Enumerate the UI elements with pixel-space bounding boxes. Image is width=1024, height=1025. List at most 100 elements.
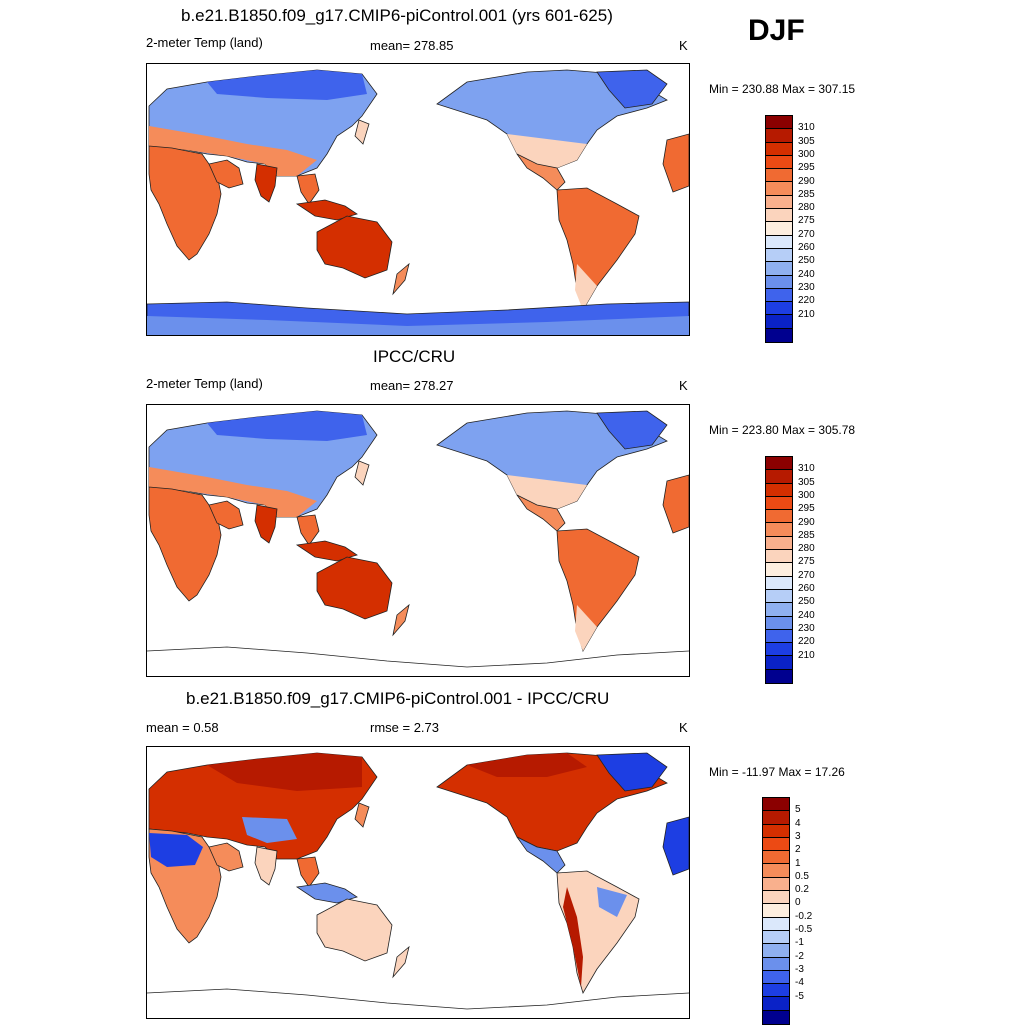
colorbar-tick-label: -4 xyxy=(795,977,804,989)
colorbar-swatch xyxy=(763,984,789,998)
colorbar-tick-label: -3 xyxy=(795,963,804,975)
landmass-indonesia xyxy=(295,882,358,904)
landmass-africa-east xyxy=(662,816,689,876)
colorbar-tick-label: 310 xyxy=(798,463,815,475)
colorbar-tick-label: 230 xyxy=(798,281,815,293)
colorbar-obs xyxy=(765,456,793,685)
colorbar-tick-label: 0.5 xyxy=(795,870,809,882)
colorbar-tick-label: 4 xyxy=(795,817,801,829)
colorbar-tick-label: 305 xyxy=(798,135,815,147)
colorbar-swatch xyxy=(766,550,792,564)
band-siberia xyxy=(207,411,367,441)
colorbar-tick-label: 240 xyxy=(798,268,815,280)
colorbar-tick-label: 305 xyxy=(798,476,815,488)
colorbar-tick-label: 0 xyxy=(795,897,801,909)
colorbar-swatch xyxy=(766,616,792,630)
colorbar-swatch xyxy=(766,669,792,684)
band-andes xyxy=(563,887,583,987)
colorbar-tick-label: 295 xyxy=(798,503,815,515)
band-usa xyxy=(507,134,587,168)
colorbar-tick-label: -1 xyxy=(795,937,804,949)
landmass-camerica xyxy=(516,153,566,191)
colorbar-swatch xyxy=(766,496,792,511)
colorbar-swatch xyxy=(763,851,789,865)
landmass-africa-east xyxy=(662,474,689,534)
colorbar-tick-label: 250 xyxy=(798,596,815,608)
band-antarctica xyxy=(147,316,689,335)
colorbar-swatch xyxy=(766,169,792,183)
colorbar-swatch xyxy=(766,643,792,657)
landmass-australia xyxy=(316,898,393,962)
colorbar-tick-label: -0.2 xyxy=(795,910,813,922)
landmass-samerica xyxy=(556,187,640,311)
landmass-india xyxy=(254,846,278,886)
colorbar-tick-label: 310 xyxy=(798,122,815,134)
panel-title: b.e21.B1850.f09_g17.CMIP6-piControl.001 … xyxy=(186,689,610,708)
colorbar-swatch xyxy=(766,576,792,590)
landmass-seasia xyxy=(296,856,320,888)
colorbar-swatch xyxy=(766,603,792,617)
minmax-label: Min = 230.88 Max = 307.15 xyxy=(709,82,856,96)
colorbar-swatch xyxy=(766,209,792,223)
colorbar-tick-label: 285 xyxy=(798,188,815,200)
colorbar-swatch xyxy=(763,891,789,905)
colorbar-model xyxy=(765,115,793,344)
colorbar-swatch xyxy=(763,904,789,918)
colorbar-tick-label: 3 xyxy=(795,830,801,842)
colorbar-tick-label: 275 xyxy=(798,556,815,568)
colorbar-tick-label: 220 xyxy=(798,295,815,307)
colorbar-swatch xyxy=(766,315,792,329)
map-model xyxy=(146,63,690,336)
colorbar-tick-label: 290 xyxy=(798,516,815,528)
band-eurasia-south xyxy=(149,126,317,176)
mean-label: mean = 0.58 xyxy=(146,720,219,735)
outline-antarctica xyxy=(147,646,689,668)
colorbar-swatch xyxy=(763,944,789,958)
colorbar-swatch xyxy=(766,142,792,156)
band-eurasia-south xyxy=(149,467,317,517)
colorbar-swatch xyxy=(766,248,792,263)
colorbar-swatch xyxy=(766,182,792,196)
colorbar-swatch xyxy=(766,262,792,276)
landmass-greenland xyxy=(596,69,668,109)
band-patagonia xyxy=(575,264,597,310)
landmass-australia xyxy=(316,556,393,620)
landmass-namerica xyxy=(436,69,668,169)
landmass-india xyxy=(254,504,278,544)
landmass-arabia xyxy=(208,842,244,872)
colorbar-swatch xyxy=(763,837,789,852)
minmax-label: Min = -11.97 Max = 17.26 xyxy=(709,765,845,779)
colorbar-swatch xyxy=(766,302,792,316)
colorbar-swatch xyxy=(766,589,792,604)
colorbar-tick-label: 260 xyxy=(798,583,815,594)
landmass-seasia xyxy=(296,514,320,546)
colorbar-tick-label: 285 xyxy=(798,529,815,541)
landmass-japan xyxy=(354,119,370,145)
landmass-seasia xyxy=(296,173,320,205)
colorbar-tick-label: -0.5 xyxy=(795,924,813,935)
colorbar-swatch xyxy=(763,970,789,985)
colorbar-swatch xyxy=(766,563,792,577)
colorbar-tick-label: 2 xyxy=(795,844,801,856)
landmass-nz xyxy=(392,262,410,296)
colorbar-swatch xyxy=(763,864,789,878)
band-alaska xyxy=(467,753,587,777)
landmass-greenland xyxy=(596,410,668,450)
band-sahel xyxy=(149,833,203,867)
colorbar-swatch xyxy=(766,510,792,524)
colorbar-tick-label: 250 xyxy=(798,255,815,267)
band-patagonia xyxy=(575,605,597,651)
colorbar-tick-label: 260 xyxy=(798,242,815,253)
band-siberia xyxy=(207,70,367,100)
colorbar-swatch xyxy=(766,629,792,644)
mean-label: mean= 278.85 xyxy=(370,38,454,53)
colorbar-swatch xyxy=(763,917,789,931)
panel-title: b.e21.B1850.f09_g17.CMIP6-piControl.001 … xyxy=(181,6,613,25)
colorbar-swatch xyxy=(766,116,792,130)
colorbar-swatch xyxy=(766,523,792,537)
colorbar-tick-label: 220 xyxy=(798,636,815,648)
landmass-camerica xyxy=(516,494,566,532)
units-label: K xyxy=(679,720,688,735)
colorbar-swatch xyxy=(766,483,792,497)
colorbar-swatch xyxy=(766,457,792,471)
